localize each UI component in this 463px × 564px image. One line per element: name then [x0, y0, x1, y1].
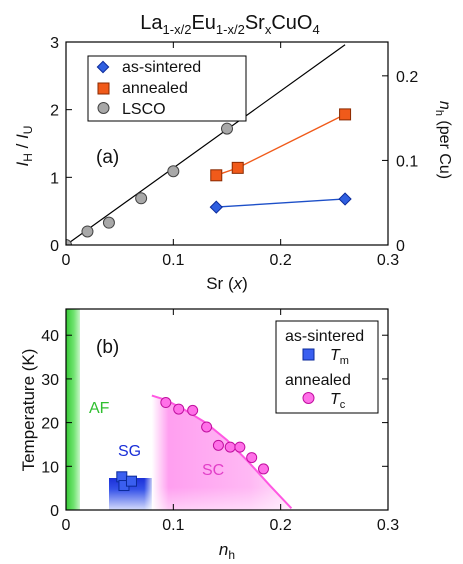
y-tick-label-b: 10	[41, 459, 59, 476]
point-tc	[246, 452, 258, 464]
legend-label-lsco: LSCO	[122, 101, 166, 118]
x-tick-label-b: 0.3	[377, 517, 399, 534]
y2-tick-label-a: 0.1	[396, 153, 418, 170]
point-tc	[224, 441, 236, 453]
legend-marker-tm	[302, 348, 315, 361]
legend-marker-tc	[302, 392, 315, 404]
y2-tick-label-a: 0	[396, 238, 405, 255]
x-tick-label-a: 0	[62, 252, 71, 269]
legend-box-b	[275, 320, 379, 414]
point-tc	[212, 439, 224, 451]
legend-label-tm: Tm	[330, 347, 349, 367]
legend-group-as-sintered: as-sintered	[285, 328, 364, 345]
panel-label-a: (a)	[96, 147, 119, 168]
point-LSCO	[66, 239, 72, 245]
point-tc	[187, 404, 199, 416]
legend-label-annealed: annealed	[122, 80, 188, 97]
y-tick-label-b: 20	[41, 416, 59, 433]
point-LSCO	[221, 122, 233, 135]
lsco-fit-line	[66, 44, 346, 245]
y-tick-label-b: 40	[41, 328, 59, 345]
series-line-as-sintered	[216, 198, 346, 208]
point-annealed	[339, 108, 352, 121]
point-tc	[257, 463, 269, 475]
y-tick-label-a: 0	[50, 238, 59, 255]
y-axis-label-b: Temperature (K)	[19, 349, 38, 472]
panel-b: 0 0.1 0.2 0.3 0 10 20 30 40 (b) AF SG SC as-sint…	[19, 308, 399, 562]
point-tc	[160, 397, 172, 409]
y-tick-label-a: 3	[50, 35, 59, 52]
chart-title: La1-x/2Eu1-x/2SrxCuO4	[140, 12, 319, 37]
legend-b: as-sintered Tm annealed Tc	[275, 320, 379, 414]
legend-box	[87, 55, 247, 122]
x-tick-label-b: 0.2	[270, 517, 292, 534]
region-label-af: AF	[89, 400, 110, 417]
x-axis-label-b: nh	[219, 540, 235, 562]
legend-marker-annealed	[97, 82, 110, 95]
point-annealed	[210, 169, 223, 182]
legend-label-tc: Tc	[330, 391, 346, 411]
legend-marker-lsco	[97, 102, 110, 114]
region-label-sc: SC	[202, 462, 224, 479]
point-LSCO	[135, 192, 148, 205]
y-tick-label-a: 2	[50, 103, 59, 120]
y2-tick-label-a: 0.2	[396, 69, 418, 86]
plot-frame-a	[65, 41, 389, 246]
y-axis-label-a: IH / IU	[13, 126, 35, 167]
x-tick-label-a: 0.1	[162, 252, 184, 269]
legend-label-as-sintered: as-sintered	[122, 59, 201, 76]
x-tick-label-b: 0.1	[162, 517, 184, 534]
panel-label-b: (b)	[96, 337, 119, 358]
point-tc	[201, 421, 213, 433]
x-tick-label-b: 0	[62, 517, 71, 534]
x-tick-label-a: 0.3	[377, 252, 399, 269]
legend-marker-as-sintered	[96, 60, 110, 74]
legend-group-annealed: annealed	[285, 372, 351, 389]
plot-frame-b	[65, 308, 389, 511]
y2-axis-label-a: nh (per Cu)	[433, 101, 453, 179]
legend-a: as-sintered annealed LSCO	[87, 55, 247, 122]
y-tick-label-b: 30	[41, 372, 59, 389]
point-LSCO	[81, 225, 94, 238]
region-label-sg: SG	[118, 443, 141, 460]
point-annealed	[231, 161, 244, 174]
point-as-sintered	[338, 192, 352, 206]
panel-a: La1-x/2Eu1-x/2SrxCuO4 0 0.1 0.2 0.3012300.1…	[13, 12, 453, 293]
point-tm	[125, 475, 137, 487]
region-af	[66, 309, 80, 510]
point-tc	[234, 441, 246, 453]
x-tick-label-a: 0.2	[270, 252, 292, 269]
x-axis-label-a: Sr (x)	[206, 274, 248, 293]
region-sc-fade	[151, 395, 292, 510]
point-as-sintered	[209, 200, 223, 214]
y-tick-label-b: 0	[50, 503, 59, 520]
y-tick-label-a: 1	[50, 170, 59, 187]
point-LSCO	[102, 216, 115, 229]
point-LSCO	[167, 165, 180, 178]
point-tc	[173, 403, 185, 415]
